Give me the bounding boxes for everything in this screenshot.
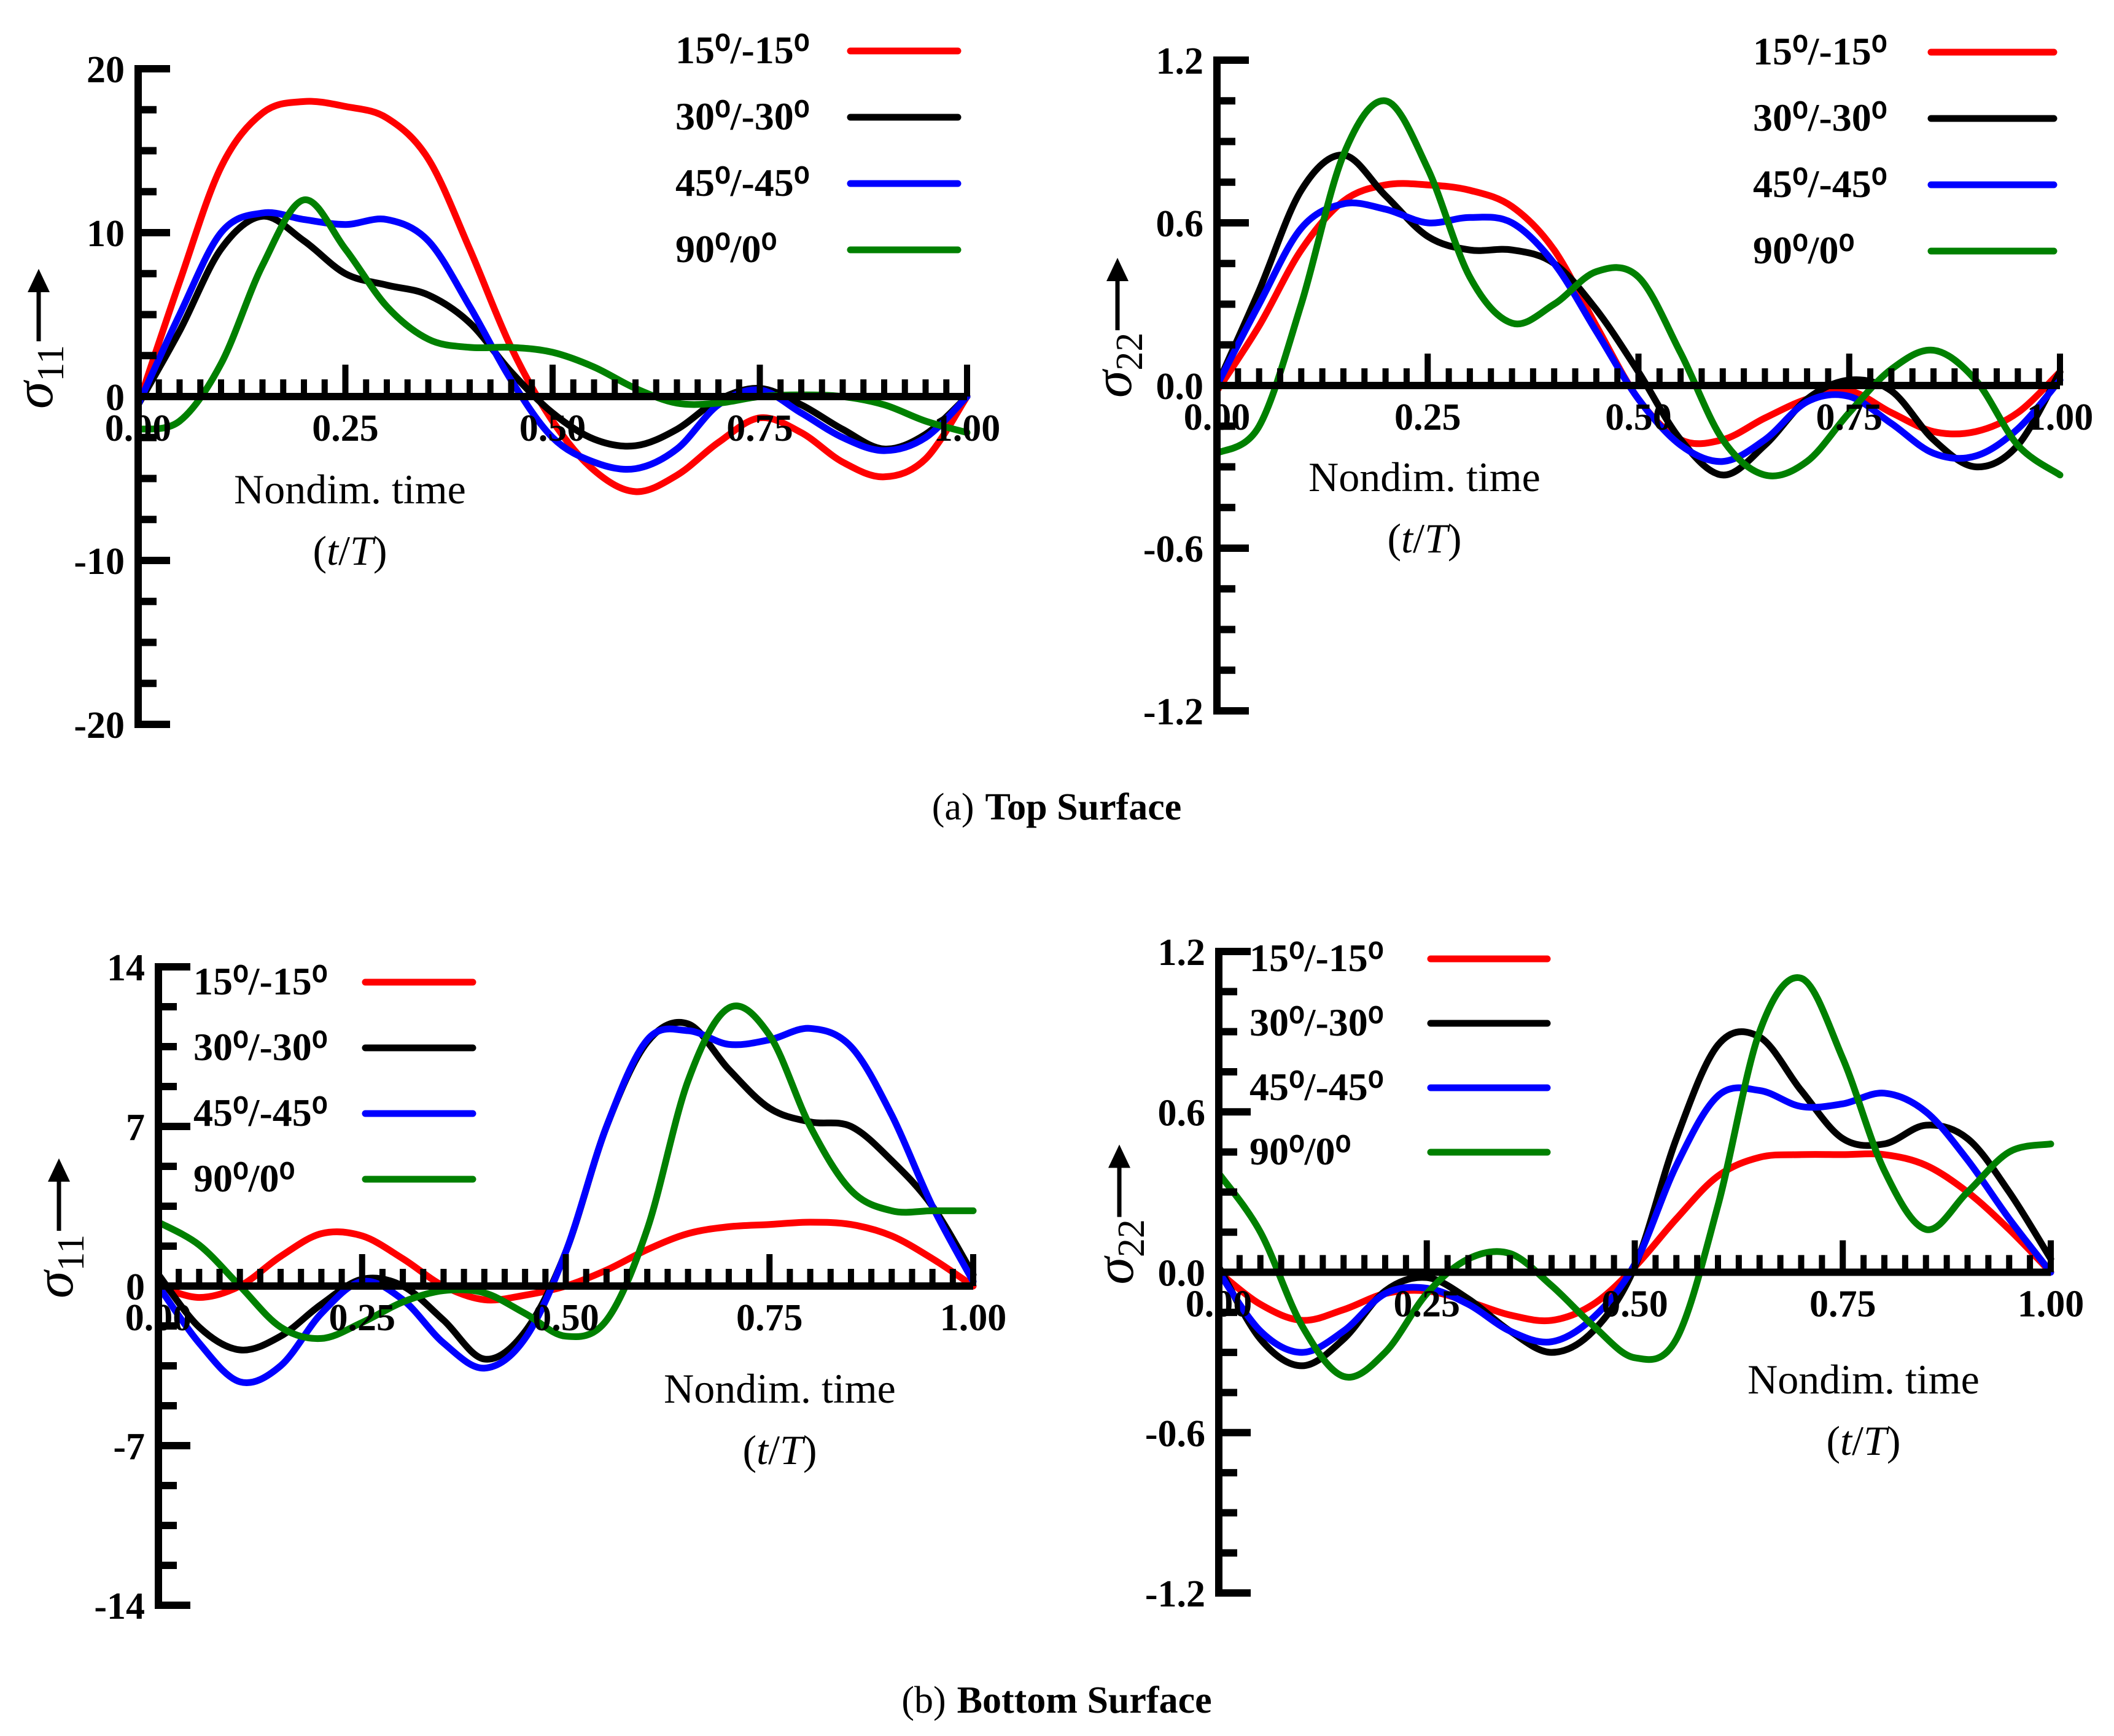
y-axis-title: σ11: [24, 1234, 92, 1298]
x-tick-label: 0.75: [1816, 397, 1883, 438]
y-axis-title-group: σ22: [1082, 258, 1151, 398]
panel-bottom-sigma11: -14 -7 0 7 14 0.00 0.25 0.50 0.75 1.00 Nondim. tim…: [24, 947, 1006, 1627]
y-axis-title-group: σ11: [4, 269, 72, 409]
series-line-3: [1215, 1084, 2054, 1356]
x-tick-label: 0.00: [105, 408, 172, 449]
y-tick-label: 0.0: [1156, 366, 1204, 408]
legend-label-4: 90⁰/0⁰: [675, 227, 777, 271]
legend-label-1: 15⁰/-15⁰: [1249, 936, 1383, 980]
y-tick-label: 0.6: [1156, 203, 1204, 245]
x-axis-subtitle: (t/T): [743, 1427, 817, 1473]
panel-top-sigma11: -20 -10 0 10 20 0.00 0.25 0.50 0.75 1.00 Nondim. t…: [4, 28, 1000, 746]
x-tick-label: 0.25: [1394, 397, 1461, 438]
y-axis-arrow-head: [1106, 258, 1129, 281]
x-tick-label: 0.25: [329, 1297, 396, 1339]
y-tick-label: -0.6: [1145, 1413, 1205, 1455]
y-tick-label: -7: [113, 1426, 145, 1468]
legend-label-3: 45⁰/-45⁰: [1249, 1065, 1383, 1109]
x-tick-label: 0.50: [532, 1297, 599, 1339]
legend-label-2: 30⁰/-30⁰: [675, 95, 809, 138]
series-line-1: [134, 98, 971, 495]
y-tick-label: -0.6: [1143, 529, 1203, 570]
caption-bottom: (b) Bottom Surface: [901, 1680, 1211, 1721]
y-tick-label: 7: [126, 1107, 145, 1149]
panel-top-sigma22: -1.2 -0.6 0.0 0.6 1.2 0.00 0.25 0.50 0.75 1.00 Non…: [1082, 29, 2093, 733]
y-tick-label: -20: [74, 705, 125, 746]
y-tick-label: 20: [87, 49, 125, 91]
x-tick-label: 0.50: [1601, 1284, 1668, 1325]
x-tick-label: 0.00: [125, 1297, 192, 1339]
y-tick-label: 1.2: [1156, 41, 1204, 82]
legend-label-2: 30⁰/-30⁰: [1753, 96, 1887, 139]
x-tick-label: 0.50: [1605, 397, 1672, 438]
series-line-3: [155, 1025, 977, 1386]
series-line-4: [155, 1002, 977, 1343]
x-tick-label: 0.75: [726, 408, 793, 449]
x-tick-label: 1.00: [2027, 397, 2094, 438]
x-tick-label: 0.00: [1184, 397, 1251, 438]
caption-top: (a) Top Surface: [932, 786, 1182, 828]
y-tick-label: -1.2: [1143, 691, 1203, 733]
y-tick-label: -1.2: [1145, 1573, 1205, 1615]
x-tick-label: 0.50: [519, 408, 586, 449]
x-axis-title: Nondim. time: [234, 466, 466, 513]
x-tick-label: 0.25: [312, 408, 379, 449]
y-axis-arrow-head: [1108, 1144, 1130, 1168]
y-tick-label: 0.0: [1158, 1253, 1206, 1295]
y-axis-title: σ22: [1084, 1219, 1152, 1284]
y-tick-label: 0: [126, 1266, 145, 1308]
x-tick-label: 1.00: [2018, 1284, 2085, 1325]
legend-label-2: 30⁰/-30⁰: [1249, 1001, 1383, 1044]
caption-bottom-text: Bottom Surface: [957, 1680, 1212, 1721]
x-tick-label: 0.75: [736, 1297, 803, 1339]
legend-label-3: 45⁰/-45⁰: [675, 161, 809, 204]
y-tick-label: 10: [87, 213, 125, 255]
y-axis-title-group: σ11: [24, 1158, 92, 1298]
panel-bottom-sigma22: -1.2 -0.6 0.0 0.6 1.2 0.00 0.25 0.50 0.75 1.00 Non…: [1084, 932, 2084, 1615]
y-axis-arrow-head: [28, 269, 50, 292]
y-tick-label: 0.6: [1158, 1092, 1206, 1134]
y-tick-label: 1.2: [1158, 932, 1206, 974]
legend-label-1: 15⁰/-15⁰: [1753, 29, 1887, 73]
legend-label-4: 90⁰/0⁰: [193, 1157, 295, 1200]
x-tick-label: 0.00: [1186, 1284, 1253, 1325]
y-axis-title: σ11: [4, 345, 72, 409]
x-axis-title: Nondim. time: [1747, 1356, 1980, 1403]
series-line-4: [1213, 97, 2064, 479]
x-tick-label: 0.75: [1809, 1284, 1876, 1325]
x-axis-title: Nondim. time: [1308, 454, 1541, 500]
y-axis-title-group: σ22: [1084, 1144, 1152, 1285]
legend-label-4: 90⁰/0⁰: [1753, 228, 1854, 272]
series-line-4: [1215, 974, 2054, 1381]
legend-label-1: 15⁰/-15⁰: [675, 28, 809, 72]
x-tick-label: 1.00: [934, 408, 1001, 449]
y-tick-label: -10: [74, 541, 125, 583]
legend-label-3: 45⁰/-45⁰: [1753, 162, 1887, 206]
caption-top-text: Top Surface: [985, 786, 1182, 828]
legend-label-4: 90⁰/0⁰: [1249, 1130, 1351, 1173]
y-tick-label: 0: [106, 377, 125, 419]
series-line-3: [134, 209, 971, 473]
x-axis-subtitle: (t/T): [313, 527, 387, 574]
y-axis-arrow-head: [48, 1158, 70, 1182]
caption-top-label: (a): [932, 786, 974, 828]
x-tick-label: 1.00: [940, 1297, 1007, 1339]
x-axis-subtitle: (t/T): [1388, 515, 1462, 562]
x-axis-subtitle: (t/T): [1827, 1417, 1901, 1464]
x-axis-title: Nondim. time: [664, 1365, 896, 1412]
caption-bottom-label: (b): [901, 1680, 946, 1721]
legend-label-1: 15⁰/-15⁰: [193, 959, 327, 1003]
legend-label-2: 30⁰/-30⁰: [193, 1025, 327, 1069]
legend-label-3: 45⁰/-45⁰: [193, 1091, 327, 1134]
y-axis-title: σ22: [1082, 333, 1151, 398]
y-tick-label: -14: [94, 1586, 145, 1627]
x-tick-label: 0.25: [1394, 1284, 1461, 1325]
y-tick-label: 14: [107, 947, 145, 989]
